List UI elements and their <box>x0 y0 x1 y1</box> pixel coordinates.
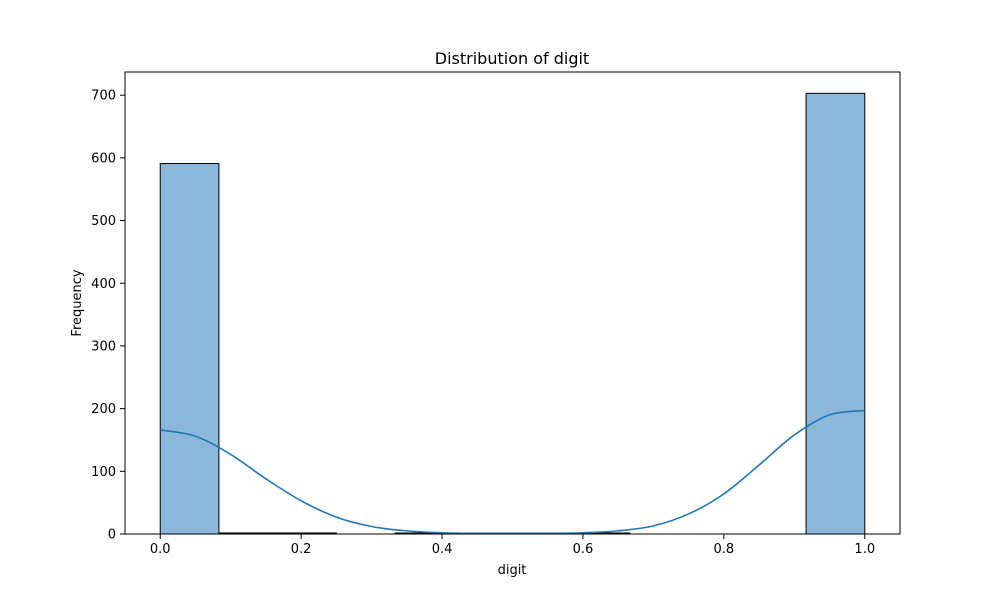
histogram-bar <box>805 92 866 535</box>
x-tick-label: 0.4 <box>432 542 453 557</box>
y-tick-label: 600 <box>91 151 116 166</box>
y-axis-ticks: 0 100 200 300 400 500 600 700 <box>91 89 125 543</box>
y-tick-label: 200 <box>91 402 116 417</box>
y-tick-label: 0 <box>108 528 116 543</box>
x-axis-label: digit <box>498 563 527 578</box>
x-tick-label: 0.8 <box>714 542 735 557</box>
kde-curve-group <box>160 409 865 535</box>
y-axis-label: Frequency <box>70 269 85 336</box>
plot-area-frame <box>124 71 901 535</box>
x-tick-label: 0.2 <box>291 542 312 557</box>
kde-line <box>160 409 865 535</box>
y-tick-label: 500 <box>91 214 116 229</box>
histogram-bar <box>159 163 220 535</box>
x-tick-label: 1.0 <box>854 542 875 557</box>
y-tick-label: 300 <box>91 339 116 354</box>
x-tick-label: 0.0 <box>150 542 171 557</box>
y-tick-label: 700 <box>91 89 116 104</box>
x-tick-label: 0.6 <box>573 542 594 557</box>
y-tick-label: 100 <box>91 465 116 480</box>
chart-title: Distribution of digit <box>435 49 589 68</box>
x-axis-ticks: 0.0 0.2 0.4 0.6 0.8 1.0 <box>150 534 875 557</box>
y-tick-label: 400 <box>91 277 116 292</box>
